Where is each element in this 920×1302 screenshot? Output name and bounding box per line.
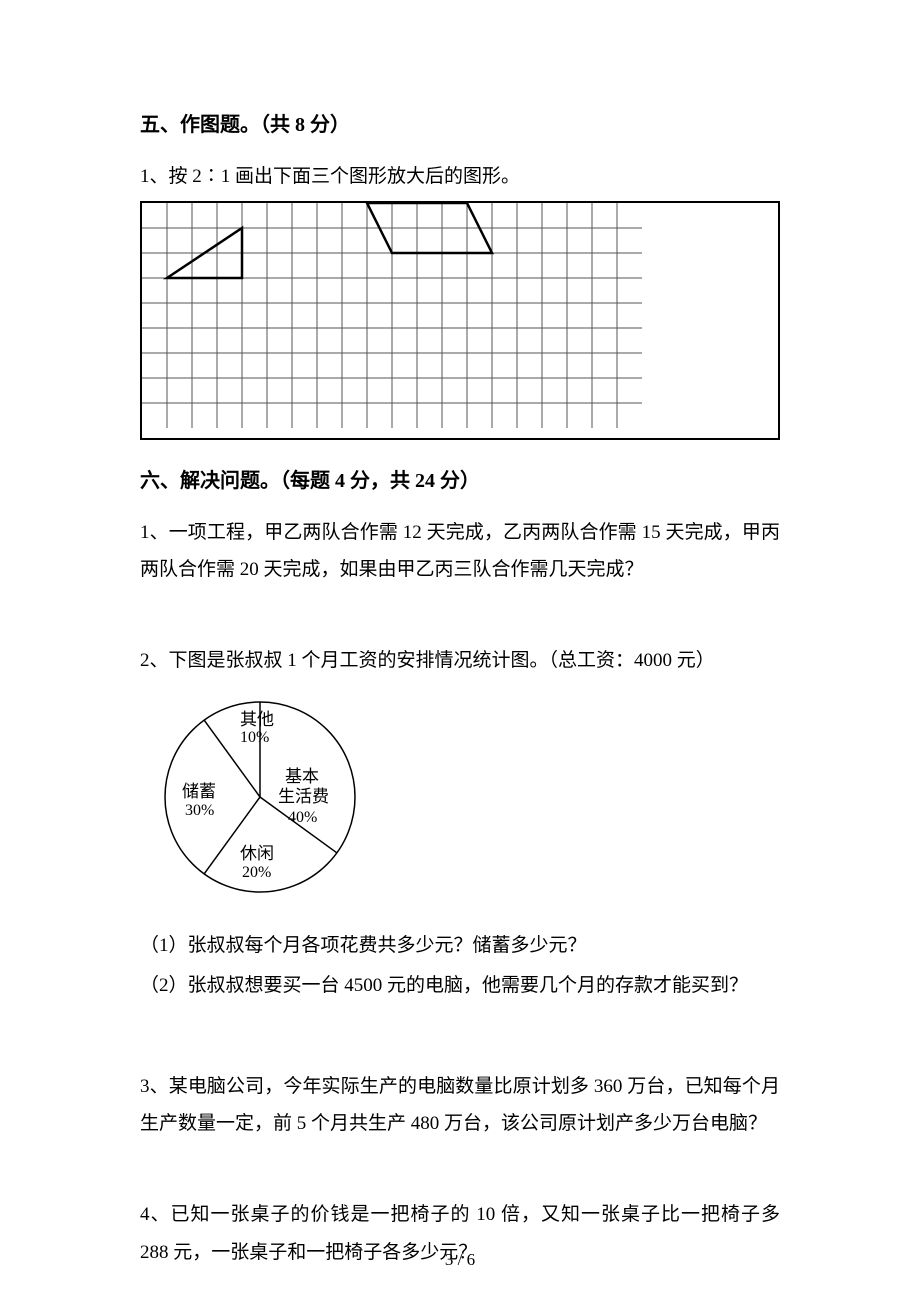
section6-heading: 六、解决问题。（每题 4 分，共 24 分） <box>140 466 780 496</box>
section6-q3: 3、某电脑公司，今年实际生产的电脑数量比原计划多 360 万台，已知每个月生产数… <box>140 1068 780 1142</box>
pie-pct-basic: 40% <box>288 809 317 826</box>
section6-q2-sub2: （2）张叔叔想要买一台 4500 元的电脑，他需要几个月的存款才能买到？ <box>140 968 780 1004</box>
pie-pct-save: 30% <box>185 802 214 819</box>
section6-q1-text: 1、一项工程，甲乙两队合作需 12 天完成，乙丙两队合作需 15 天完成，甲丙两… <box>140 514 780 588</box>
page-number: 3 / 6 <box>0 1247 920 1273</box>
grid-svg <box>142 203 642 428</box>
pie-chart: 其他 10% 基本 生活费 40% 休闲 20% 储蓄 30% <box>140 687 780 917</box>
pie-label-other: 其他 <box>240 710 274 729</box>
section6-q2-sub1: （1）张叔叔每个月各项花费共多少元？储蓄多少元？ <box>140 928 780 964</box>
section6-q2-intro: 2、下图是张叔叔 1 个月工资的安排情况统计图。（总工资：4000 元） <box>140 642 780 679</box>
pie-label-leisure: 休闲 <box>240 844 274 863</box>
section5-q1: 1、按 2∶1 画出下面三个图形放大后的图形。 <box>140 158 780 440</box>
pie-svg: 其他 10% 基本 生活费 40% 休闲 20% 储蓄 30% <box>140 687 380 907</box>
pie-label-basic1: 基本 <box>285 767 319 786</box>
pie-pct-other: 10% <box>240 729 269 746</box>
pie-label-basic2: 生活费 <box>278 787 329 806</box>
pie-pct-leisure: 20% <box>242 864 271 881</box>
section6-q2: 2、下图是张叔叔 1 个月工资的安排情况统计图。（总工资：4000 元） 其他 … <box>140 642 780 1005</box>
section6-q1: 1、一项工程，甲乙两队合作需 12 天完成，乙丙两队合作需 15 天完成，甲丙两… <box>140 514 780 588</box>
pie-label-save: 储蓄 <box>182 782 216 801</box>
section6-q3-text: 3、某电脑公司，今年实际生产的电脑数量比原计划多 360 万台，已知每个月生产数… <box>140 1068 780 1142</box>
section5-q1-grid <box>140 201 780 440</box>
section5-q1-text: 1、按 2∶1 画出下面三个图形放大后的图形。 <box>140 158 780 195</box>
section5-heading: 五、作图题。（共 8 分） <box>140 110 780 140</box>
